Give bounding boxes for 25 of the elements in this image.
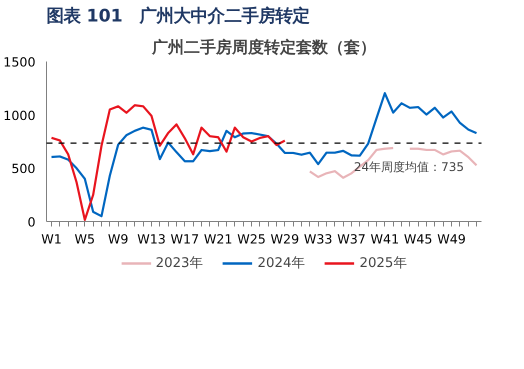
legend-label: 2023年	[156, 255, 203, 272]
legend-label: 2025年	[359, 255, 406, 272]
chart-subtitle: 广州二手房周度转定套数（套）	[151, 38, 376, 56]
line-series	[50, 92, 478, 218]
y-tick-label: 500	[11, 161, 36, 176]
y-tick-label: 1500	[3, 54, 36, 70]
y-tick-label: 1000	[3, 108, 36, 123]
legend-label: 2024年	[258, 255, 304, 272]
ref-line-label: 24年周度均值：735	[354, 160, 464, 174]
x-tick-label: W37	[337, 232, 366, 246]
x-tick-label: W21	[204, 232, 232, 246]
x-tick-label: W9	[108, 232, 128, 246]
x-tick-label: W13	[137, 232, 166, 246]
x-tick-label: W33	[304, 232, 332, 246]
x-tick-label: W41	[370, 232, 400, 246]
chart-title: 图表 101 广州大中介二手房转定	[46, 6, 310, 26]
x-tick-label: W1	[41, 232, 62, 246]
x-tick-label: W29	[270, 232, 300, 246]
x-tick-label: W5	[74, 232, 96, 246]
y-tick-label: 0	[27, 214, 36, 230]
x-tick-label: W25	[237, 232, 266, 246]
x-tick-label: W49	[437, 232, 466, 246]
x-tick-label: W45	[404, 232, 432, 246]
x-tick-label: W17	[170, 232, 200, 246]
line-series	[50, 104, 286, 221]
